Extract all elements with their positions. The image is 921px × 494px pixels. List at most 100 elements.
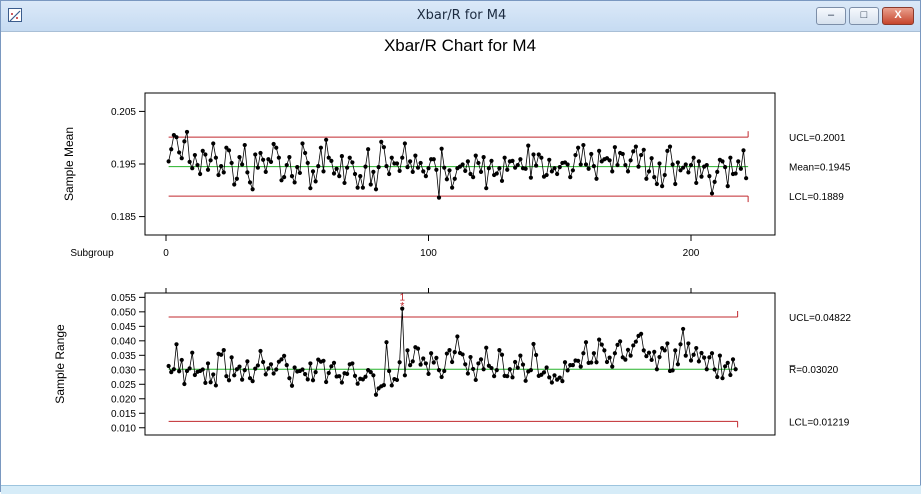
range-point	[203, 380, 208, 385]
xbar-point	[381, 145, 386, 150]
xbar-point	[415, 165, 421, 170]
range-point	[373, 392, 379, 397]
xbar-point	[568, 175, 573, 180]
xbar-point	[694, 180, 699, 186]
xbar-point	[555, 171, 560, 177]
chart-title: Xbar/R Chart for M4	[384, 36, 536, 55]
xbar-point	[258, 150, 263, 156]
xbar-point	[450, 185, 455, 190]
xbar-point	[421, 169, 426, 174]
range-y-axis-label: Sample Range	[53, 324, 67, 404]
xbar-point	[515, 162, 520, 168]
range-point	[355, 381, 360, 386]
xbar-point	[499, 178, 505, 183]
range-point	[205, 361, 211, 366]
range-point	[510, 375, 515, 380]
xbar-point	[623, 162, 628, 168]
xbar-point	[660, 183, 665, 189]
range-y-tick-label: 0.025	[111, 380, 136, 391]
xbar-point	[198, 171, 203, 177]
range-point	[531, 341, 536, 347]
range-point	[452, 350, 457, 355]
range-point	[339, 380, 344, 385]
xbar-point	[471, 175, 476, 180]
xbar-point	[707, 174, 712, 179]
range-point	[350, 361, 355, 366]
range-point	[226, 378, 232, 383]
xbar-point	[318, 145, 323, 150]
xbar-point	[644, 176, 649, 181]
range-point	[717, 353, 722, 358]
range-point	[565, 368, 570, 373]
range-lcl-label: LCL=0.01219	[789, 417, 850, 428]
xbar-point	[678, 168, 683, 173]
range-point	[389, 383, 394, 388]
xbar-point	[192, 152, 197, 158]
xbar-point	[536, 152, 541, 157]
chart-app-icon[interactable]	[8, 8, 22, 22]
range-point	[371, 373, 376, 378]
xbar-point	[324, 137, 329, 142]
range-point	[518, 353, 523, 358]
xbar-point	[552, 166, 557, 171]
range-point	[557, 375, 562, 380]
range-point	[431, 360, 436, 365]
xbar-point	[505, 167, 510, 172]
xbar-point	[513, 165, 518, 170]
xbar-point	[612, 145, 617, 150]
range-y-tick-label: 0.010	[111, 423, 136, 434]
range-point	[284, 363, 289, 368]
xbar-point	[387, 171, 392, 177]
range-y-tick-label: 0.040	[111, 336, 136, 347]
range-point	[439, 374, 444, 380]
range-point	[274, 367, 279, 372]
range-point	[266, 366, 271, 371]
xbar-point	[473, 153, 478, 158]
range-point	[523, 378, 528, 383]
range-point	[463, 362, 468, 367]
window-title: Xbar/R for M4	[416, 8, 507, 23]
xbar-point	[266, 157, 271, 162]
range-point	[200, 367, 205, 372]
range-point	[612, 351, 617, 356]
range-point	[707, 355, 712, 360]
title-bar[interactable]: Xbar/R for M4 – □ X	[1, 1, 920, 32]
xbar-point	[589, 151, 594, 157]
range-point	[182, 381, 187, 387]
range-point	[234, 367, 239, 372]
xbar-point	[578, 162, 583, 167]
xbar-point	[534, 163, 539, 168]
range-point	[591, 351, 596, 356]
xbar-point	[279, 178, 284, 183]
range-point	[696, 359, 701, 364]
range-point	[602, 348, 607, 353]
xbar-point	[539, 155, 544, 160]
xbar-point	[594, 176, 599, 181]
range-point	[699, 350, 704, 356]
range-point	[534, 352, 539, 358]
close-button[interactable]: X	[882, 7, 914, 25]
range-point	[447, 347, 452, 353]
xbar-y-axis-label: Sample Mean	[62, 127, 76, 201]
xbar-point	[570, 168, 575, 173]
range-point	[478, 357, 484, 362]
xbar-point	[573, 152, 578, 158]
range-y-tick-label: 0.055	[111, 293, 136, 304]
xbar-point	[526, 143, 531, 148]
range-point	[177, 369, 182, 374]
xbar-center-label: Mean=0.1945	[789, 163, 851, 174]
range-point	[261, 359, 266, 365]
xbar-y-tick-label: 0.195	[111, 160, 136, 171]
range-point	[631, 343, 636, 348]
xbar-point	[182, 139, 187, 144]
range-point	[476, 361, 481, 366]
xbar-point	[255, 165, 260, 170]
xbar-point	[347, 155, 352, 160]
range-point	[289, 383, 295, 388]
xbar-point	[442, 165, 447, 170]
minimize-button[interactable]: –	[816, 7, 846, 25]
maximize-button[interactable]: □	[849, 7, 879, 25]
xbar-point	[371, 169, 376, 174]
xbar-point	[368, 182, 373, 187]
xbar-point	[576, 145, 581, 150]
